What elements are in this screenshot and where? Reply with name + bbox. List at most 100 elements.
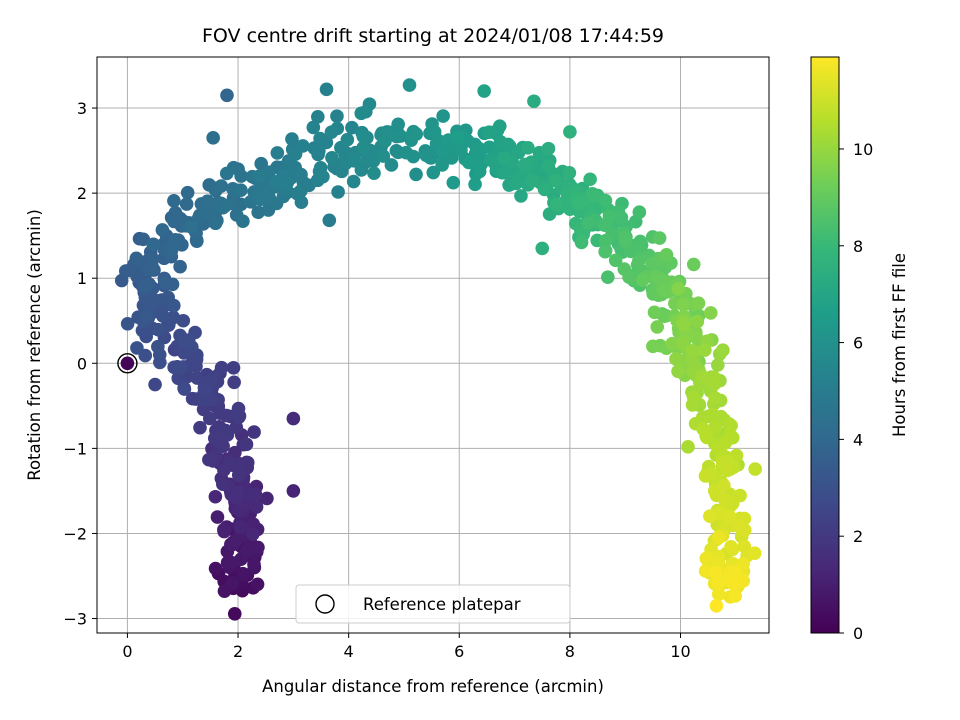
- colorbar: 0 2 4 6 8 10 Hours from first FF file: [810, 56, 909, 643]
- scatter-point-outlier: [286, 411, 301, 426]
- scatter-point: [231, 401, 246, 416]
- scatter-point: [671, 364, 685, 379]
- scatter-point: [216, 477, 230, 492]
- colorbar-label: Hours from first FF file: [890, 253, 909, 437]
- scatter-point: [562, 165, 577, 180]
- scatter-point: [246, 517, 260, 531]
- scatter-point: [653, 272, 668, 287]
- colorbar-tick-label: 0: [853, 624, 863, 643]
- scatter-point: [249, 500, 264, 514]
- scatter-point: [234, 183, 248, 197]
- reference-point-ring: [117, 353, 138, 374]
- scatter-point: [219, 166, 234, 181]
- scatter-point: [225, 576, 240, 590]
- scatter-point: [681, 440, 695, 454]
- scatter-point: [461, 155, 476, 170]
- scatter-point: [367, 166, 381, 180]
- scatter-point: [208, 216, 223, 231]
- scatter-point: [223, 455, 237, 469]
- scatter-point: [659, 248, 674, 262]
- scatter-point: [708, 419, 723, 434]
- scatter-point: [226, 361, 241, 375]
- scatter-point-outlier: [535, 241, 550, 256]
- scatter-point: [155, 223, 170, 237]
- colorbar-tick-label: 10: [853, 140, 873, 159]
- scatter-point: [233, 520, 248, 534]
- scatter-point: [708, 391, 722, 405]
- y-tick-label: −2: [63, 524, 87, 543]
- scatter-point: [435, 158, 449, 172]
- scatter-point: [207, 431, 222, 446]
- scatter-point: [691, 296, 706, 311]
- scatter-point: [703, 306, 718, 320]
- scatter-point: [698, 469, 713, 483]
- scatter-point: [218, 198, 233, 213]
- scatter-point: [492, 119, 507, 134]
- scatter-point: [717, 478, 731, 493]
- scatter-point: [376, 149, 391, 163]
- scatter-point: [202, 452, 216, 467]
- scatter-point: [705, 407, 720, 422]
- scatter-point: [331, 185, 345, 199]
- y-tick-label: −3: [63, 610, 87, 629]
- scatter-point: [747, 546, 762, 560]
- scatter-point: [451, 130, 466, 144]
- scatter-point: [145, 252, 160, 266]
- scatter-point-outlier: [220, 88, 234, 103]
- scatter-point: [707, 377, 722, 391]
- scatter-point: [210, 510, 225, 524]
- scatter-point: [676, 297, 690, 312]
- scatter-point: [296, 139, 310, 153]
- scatter-point-outlier: [148, 377, 162, 392]
- scatter-point: [197, 383, 212, 398]
- scatter-point: [720, 463, 735, 478]
- scatter-point: [399, 145, 414, 160]
- scatter-point: [698, 564, 713, 578]
- scatter-point: [378, 134, 392, 148]
- scatter-point: [454, 143, 468, 158]
- scatter-point: [724, 540, 738, 554]
- scatter-point: [572, 196, 586, 211]
- scatter-point: [549, 197, 564, 212]
- scatter-point: [650, 320, 665, 334]
- scatter-point: [168, 205, 183, 220]
- colorbar-ticks: 0 2 4 6 8 10: [839, 140, 873, 643]
- scatter-point: [548, 173, 563, 188]
- scatter-point: [685, 344, 700, 358]
- scatter-point: [598, 244, 612, 259]
- scatter-point: [260, 491, 274, 506]
- scatter-point: [167, 298, 181, 313]
- scatter-point: [518, 157, 532, 172]
- scatter-point: [722, 509, 737, 524]
- scatter-point: [190, 371, 205, 385]
- scatter-point: [718, 493, 732, 507]
- scatter-point: [280, 175, 295, 190]
- scatter-point: [583, 172, 597, 187]
- scatter-point: [218, 423, 233, 438]
- scatter-point: [251, 205, 265, 220]
- scatter-point: [231, 162, 245, 177]
- scatter-point: [686, 390, 701, 405]
- scatter-point: [468, 177, 482, 192]
- x-tick-label: 4: [344, 642, 354, 661]
- scatter-point: [696, 422, 710, 436]
- scatter-point-outlier: [646, 339, 660, 354]
- scatter-point: [151, 322, 166, 337]
- scatter-point: [136, 232, 151, 247]
- scatter-points: [114, 78, 762, 621]
- scatter-point: [149, 293, 163, 308]
- scatter-point: [129, 251, 144, 266]
- scatter-point: [728, 589, 742, 603]
- scatter-point: [200, 194, 215, 209]
- scatter-point: [229, 490, 243, 505]
- scatter-point-outlier: [527, 94, 541, 109]
- scatter-point: [294, 167, 308, 182]
- y-axis-label: Rotation from reference (arcmin): [25, 209, 44, 481]
- scatter-point: [330, 109, 344, 123]
- scatter-point: [130, 341, 144, 355]
- scatter-point: [251, 540, 265, 555]
- scatter-point: [622, 270, 636, 284]
- scatter-point: [356, 129, 371, 144]
- scatter-point: [632, 205, 647, 220]
- scatter-point: [312, 164, 327, 179]
